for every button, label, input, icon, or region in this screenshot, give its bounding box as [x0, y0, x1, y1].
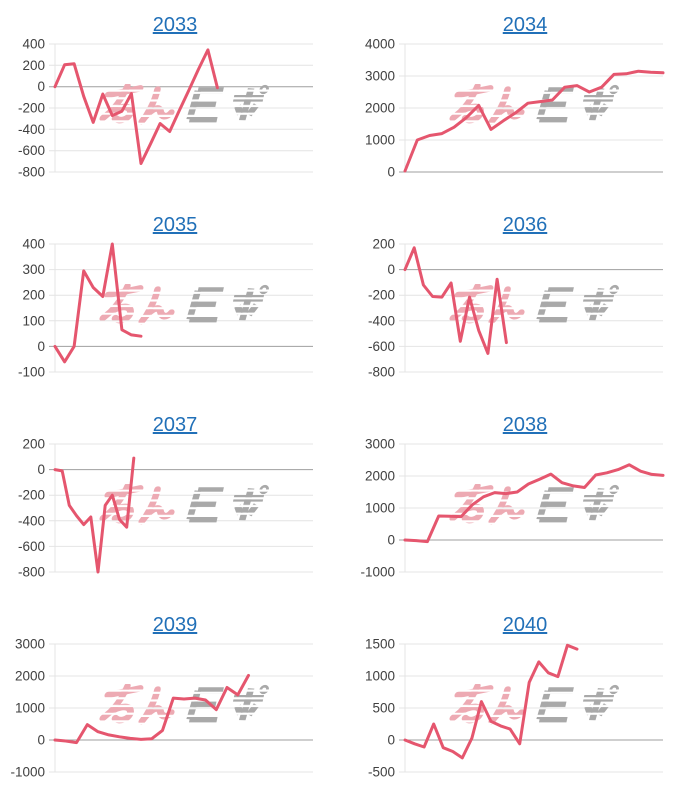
svg-text:200: 200 [22, 58, 45, 73]
line-chart: 3000 2000 1000 0 -1000 [10, 637, 313, 780]
svg-text:-800: -800 [18, 165, 45, 180]
svg-text:1000: 1000 [15, 701, 45, 716]
line-chart: 200 0 -200 -400 -600 -800 [18, 437, 313, 580]
chart-title-row: 2037 [0, 400, 350, 436]
site-logo-watermark [99, 682, 269, 725]
chart-year-link-2037[interactable]: 2037 [152, 414, 198, 436]
chart-year-link-2038[interactable]: 2038 [502, 414, 548, 436]
line-chart: 4000 3000 2000 1000 0 [365, 37, 665, 180]
chart-cell: 2034 4000 3000 2000 1000 0 [350, 0, 700, 200]
site-logo-watermark [449, 482, 619, 525]
svg-text:-1000: -1000 [10, 765, 45, 780]
svg-text:0: 0 [387, 165, 395, 180]
chart-cell: 2039 3000 2000 1000 0 -1000 [0, 600, 350, 800]
svg-text:400: 400 [22, 237, 45, 252]
line-chart: 200 0 -200 -400 -600 -800 [368, 237, 663, 380]
svg-text:2000: 2000 [15, 669, 45, 684]
line-chart: 400 200 0 -200 -400 -600 -800 [18, 37, 313, 180]
site-logo-watermark [449, 682, 619, 725]
svg-text:2000: 2000 [365, 469, 395, 484]
svg-text:300: 300 [22, 262, 45, 277]
svg-text:200: 200 [22, 437, 45, 452]
svg-text:-600: -600 [18, 539, 45, 554]
svg-text:400: 400 [22, 37, 45, 52]
line-chart: 1500 1000 500 0 -500 [365, 637, 663, 780]
chart-title-row: 2036 [350, 200, 700, 236]
chart-year-link-2033[interactable]: 2033 [152, 14, 198, 36]
line-chart: 3000 2000 1000 0 -1000 [360, 437, 665, 580]
svg-text:0: 0 [387, 262, 395, 277]
chart-year-link-2035[interactable]: 2035 [152, 214, 198, 236]
svg-text:0: 0 [387, 733, 395, 748]
site-logo-watermark [449, 282, 619, 325]
svg-text:0: 0 [37, 79, 45, 94]
svg-text:-600: -600 [368, 339, 395, 354]
svg-text:1000: 1000 [365, 669, 395, 684]
svg-text:-1000: -1000 [360, 565, 395, 580]
chart-title-row: 2039 [0, 600, 350, 636]
svg-text:3000: 3000 [365, 437, 395, 452]
site-logo-watermark [449, 82, 619, 125]
svg-text:2000: 2000 [365, 101, 395, 116]
chart-title-row: 2035 [0, 200, 350, 236]
site-logo-watermark [99, 82, 269, 125]
chart-cell: 2036 200 0 -200 -400 -600 -800 [350, 200, 700, 400]
svg-text:500: 500 [372, 701, 395, 716]
chart-year-link-2034[interactable]: 2034 [502, 14, 548, 36]
svg-text:0: 0 [37, 462, 45, 477]
svg-text:0: 0 [387, 533, 395, 548]
svg-text:-200: -200 [18, 101, 45, 116]
site-logo-watermark [99, 282, 269, 325]
chart-cell: 2037 200 0 -200 -400 -600 -800 [0, 400, 350, 600]
svg-text:-400: -400 [18, 513, 45, 528]
svg-text:4000: 4000 [365, 37, 395, 52]
svg-text:-600: -600 [18, 143, 45, 158]
chart-year-link-2040[interactable]: 2040 [502, 614, 548, 636]
chart-cell: 2038 3000 2000 1000 0 -1000 [350, 400, 700, 600]
svg-text:200: 200 [22, 288, 45, 303]
svg-text:3000: 3000 [15, 637, 45, 652]
svg-text:0: 0 [37, 339, 45, 354]
svg-text:100: 100 [22, 313, 45, 328]
svg-text:3000: 3000 [365, 69, 395, 84]
svg-text:-400: -400 [18, 122, 45, 137]
chart-title-row: 2034 [350, 0, 700, 36]
svg-text:-500: -500 [368, 765, 395, 780]
svg-text:1000: 1000 [365, 133, 395, 148]
svg-text:-800: -800 [18, 565, 45, 580]
chart-title-row: 2033 [0, 0, 350, 36]
chart-year-link-2036[interactable]: 2036 [502, 214, 548, 236]
chart-cell: 2040 1500 1000 500 0 -500 [350, 600, 700, 800]
chart-title-row: 2040 [350, 600, 700, 636]
svg-text:-800: -800 [368, 365, 395, 380]
svg-text:-100: -100 [18, 365, 45, 380]
svg-text:1500: 1500 [365, 637, 395, 652]
chart-title-row: 2038 [350, 400, 700, 436]
svg-text:200: 200 [372, 237, 395, 252]
svg-text:1000: 1000 [365, 501, 395, 516]
svg-text:-400: -400 [368, 313, 395, 328]
svg-text:-200: -200 [18, 488, 45, 503]
svg-text:0: 0 [37, 733, 45, 748]
line-chart: 400 300 200 100 0 -100 [18, 237, 313, 380]
svg-text:-200: -200 [368, 288, 395, 303]
chart-cell: 2033 400 200 0 -200 -400 -600 -800 [0, 0, 350, 200]
chart-year-link-2039[interactable]: 2039 [152, 614, 198, 636]
chart-cell: 2035 400 300 200 100 0 -100 [0, 200, 350, 400]
